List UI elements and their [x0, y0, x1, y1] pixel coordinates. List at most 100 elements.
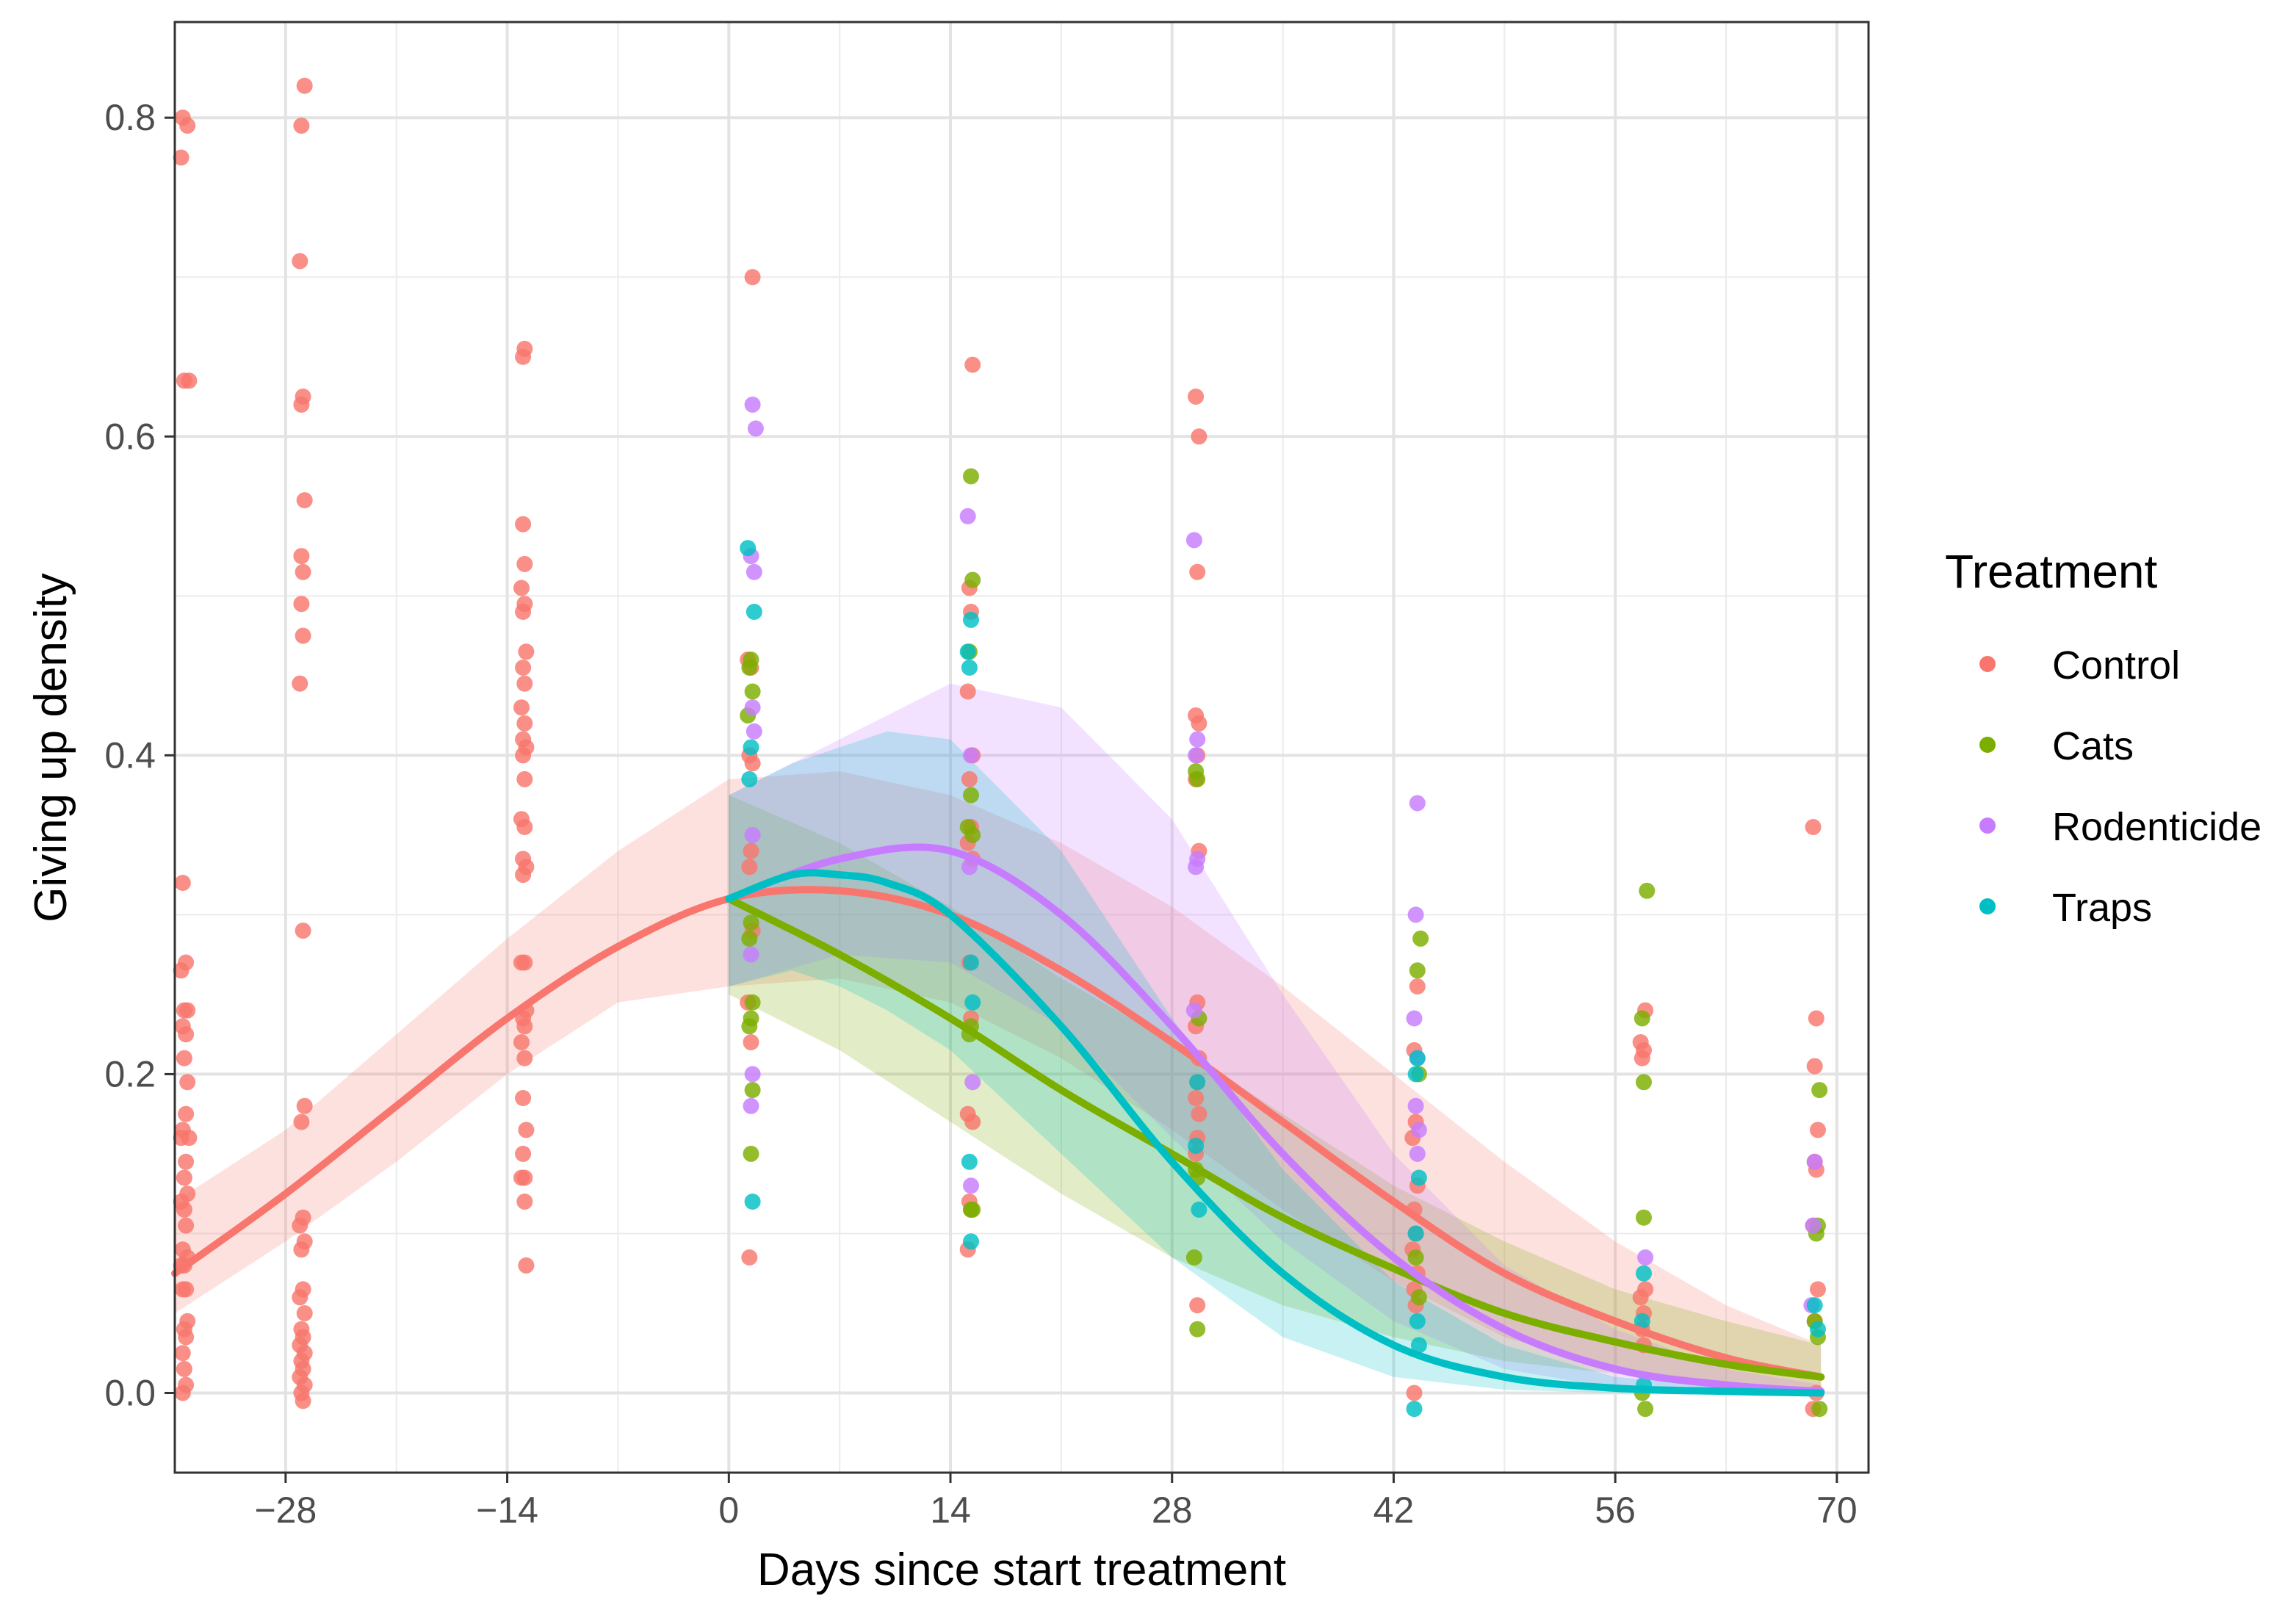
data-point-traps — [963, 1233, 979, 1250]
data-point-control — [513, 580, 530, 596]
data-point-control — [515, 1090, 532, 1106]
x-tick-label: 70 — [1816, 1490, 1858, 1531]
x-tick-label: 28 — [1152, 1490, 1193, 1531]
data-point-control — [173, 962, 189, 979]
y-axis-title: Giving up density — [26, 573, 76, 923]
data-point-control — [174, 1385, 191, 1401]
data-point-cats — [963, 787, 979, 804]
y-tick-label: 0.0 — [104, 1372, 156, 1413]
data-point-control — [179, 118, 196, 134]
data-point-control — [513, 1034, 530, 1050]
data-point-cats — [1637, 1401, 1654, 1418]
data-point-control — [513, 1169, 530, 1186]
data-point-control — [515, 1145, 532, 1162]
data-point-rodenticide — [1407, 906, 1424, 923]
fit-lines — [171, 843, 1825, 1397]
data-point-control — [173, 149, 189, 166]
data-point-control — [176, 1360, 192, 1377]
data-point-rodenticide — [961, 859, 978, 876]
data-point-cats — [964, 571, 981, 588]
data-point-control — [515, 867, 532, 884]
data-point-control — [744, 755, 761, 772]
data-point-traps — [1806, 1297, 1823, 1314]
data-point-control — [179, 1074, 196, 1091]
data-point-rodenticide — [747, 420, 764, 437]
data-point-cats — [1636, 1209, 1652, 1226]
data-point-rodenticide — [743, 1097, 759, 1114]
data-point-cats — [743, 1145, 759, 1162]
data-point-control — [513, 954, 530, 971]
data-point-control — [1189, 1297, 1206, 1314]
confidence-band-cats — [729, 795, 1822, 1390]
data-point-control — [178, 1026, 195, 1043]
axis-ticks — [165, 116, 1838, 1483]
data-point-control — [292, 253, 308, 270]
data-point-rodenticide — [744, 1066, 761, 1083]
axis-tick-labels: −28 −14 0 14 28 42 56 70 0.0 0.2 0.4 0.6 0.8 — [104, 97, 1857, 1531]
data-point-rodenticide — [963, 1177, 979, 1194]
data-point-rodenticide — [1185, 1002, 1202, 1019]
data-point-control — [295, 923, 311, 939]
data-point-control — [295, 1393, 311, 1409]
data-point-cats — [741, 1018, 758, 1035]
x-tick-label: 56 — [1595, 1490, 1636, 1531]
data-point-rodenticide — [746, 563, 762, 580]
data-point-control — [1189, 563, 1206, 580]
data-point-control — [515, 660, 532, 676]
data-point-control — [1810, 1122, 1826, 1138]
data-point-rodenticide — [1805, 1217, 1822, 1234]
data-point-rodenticide — [744, 826, 761, 843]
x-tick-label: −28 — [254, 1490, 317, 1531]
y-tick-label: 0.8 — [104, 97, 156, 138]
data-point-control — [296, 1305, 313, 1321]
data-point-control — [516, 675, 533, 692]
data-point-control — [513, 699, 530, 716]
data-point-control — [174, 1345, 191, 1362]
data-point-control — [296, 77, 313, 94]
data-point-control — [961, 770, 978, 787]
data-point-control — [293, 1113, 310, 1130]
data-point-traps — [963, 954, 979, 971]
fit-line-rodenticide — [725, 843, 1825, 1396]
fit-line-cats — [725, 895, 1825, 1381]
data-point-rodenticide — [1410, 1122, 1427, 1138]
data-point-control — [181, 372, 198, 389]
data-point-control — [743, 842, 759, 859]
data-point-rodenticide — [964, 1074, 981, 1091]
data-point-control — [1805, 819, 1822, 835]
fit-line-control — [171, 886, 1825, 1381]
data-point-control — [1188, 389, 1205, 405]
data-point-traps — [1410, 1169, 1427, 1186]
data-point-rodenticide — [1409, 1145, 1426, 1162]
legend-entries: Control Cats Rodenticide Traps — [1979, 643, 2261, 930]
data-point-control — [174, 1281, 191, 1298]
data-point-control — [744, 269, 761, 286]
fit-line-traps — [725, 869, 1825, 1397]
data-point-control — [516, 1018, 533, 1035]
data-point-control — [515, 516, 532, 533]
data-point-control — [959, 683, 976, 700]
x-axis-title: Days since start treatment — [757, 1545, 1286, 1595]
data-point-control — [1191, 428, 1207, 445]
y-tick-label: 0.2 — [104, 1053, 156, 1094]
legend-label-cats: Cats — [2052, 724, 2134, 768]
data-point-rodenticide — [1189, 731, 1206, 748]
confidence-band-traps — [729, 731, 1822, 1393]
data-point-traps — [1188, 1138, 1205, 1155]
data-point-rodenticide — [963, 747, 979, 764]
data-point-control — [296, 1097, 313, 1114]
data-point-traps — [1407, 1225, 1424, 1242]
data-point-traps — [744, 1194, 761, 1210]
data-point-control — [1191, 715, 1207, 732]
data-point-traps — [1636, 1265, 1652, 1282]
data-point-cats — [1811, 1082, 1828, 1099]
data-point-cats — [963, 468, 979, 485]
data-point-traps — [741, 770, 758, 787]
data-point-control — [1810, 1281, 1826, 1298]
data-point-traps — [961, 1153, 978, 1170]
data-point-cats — [743, 914, 759, 931]
data-point-traps — [1406, 1401, 1423, 1418]
data-point-traps — [1191, 1201, 1207, 1218]
data-point-rodenticide — [746, 723, 762, 740]
